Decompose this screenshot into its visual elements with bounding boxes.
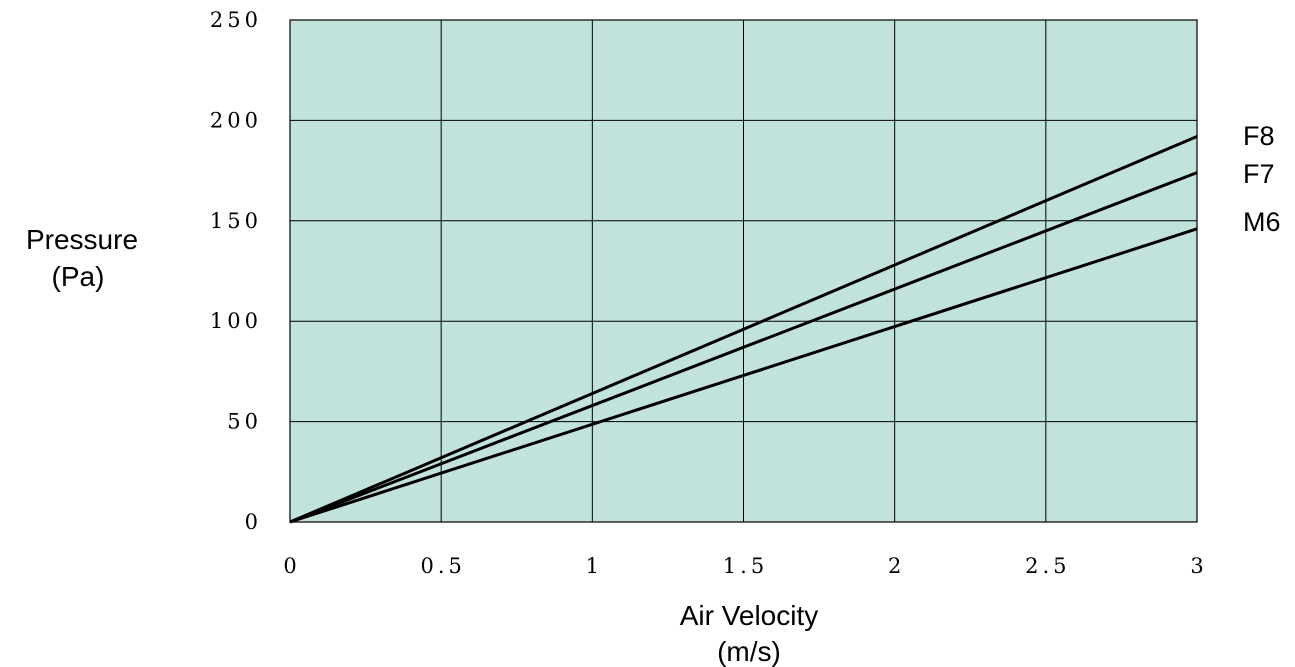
series-label-m6: M6: [1243, 207, 1281, 237]
series-label-f7: F7: [1243, 159, 1275, 189]
y-axis-unit: (Pa): [52, 261, 105, 292]
y-tick-label: 0: [245, 510, 262, 534]
x-tick-label: 1.5: [723, 554, 768, 578]
y-tick-label: 250: [210, 8, 262, 32]
y-axis-ticks: 0 50 100 150 200 250: [210, 8, 262, 534]
x-tick-label: 2.5: [1025, 554, 1070, 578]
grid: [290, 20, 1197, 522]
y-tick-label: 100: [210, 309, 262, 333]
x-axis-title: Air Velocity: [680, 600, 819, 631]
series-line-m6: [289, 227, 1198, 524]
x-tick-label: 1: [586, 554, 603, 578]
x-axis-ticks: 0 0.5 1 1.5 2 2.5 3: [283, 554, 1207, 578]
y-tick-label: 50: [227, 410, 262, 434]
series-line-f8: [289, 135, 1198, 524]
x-tick-label: 3: [1190, 554, 1207, 578]
y-tick-label: 150: [210, 209, 262, 233]
x-tick-label: 0: [283, 554, 300, 578]
series-labels: F8 F7 M6: [1243, 121, 1281, 237]
series-line-f7: [289, 171, 1198, 524]
x-tick-label: 2: [888, 554, 905, 578]
y-axis-title: Pressure: [26, 224, 138, 255]
series-lines: [289, 135, 1198, 524]
y-tick-label: 200: [210, 108, 262, 132]
series-label-f8: F8: [1243, 121, 1275, 151]
x-tick-label: 0.5: [420, 554, 465, 578]
x-axis-unit: (m/s): [717, 636, 781, 667]
